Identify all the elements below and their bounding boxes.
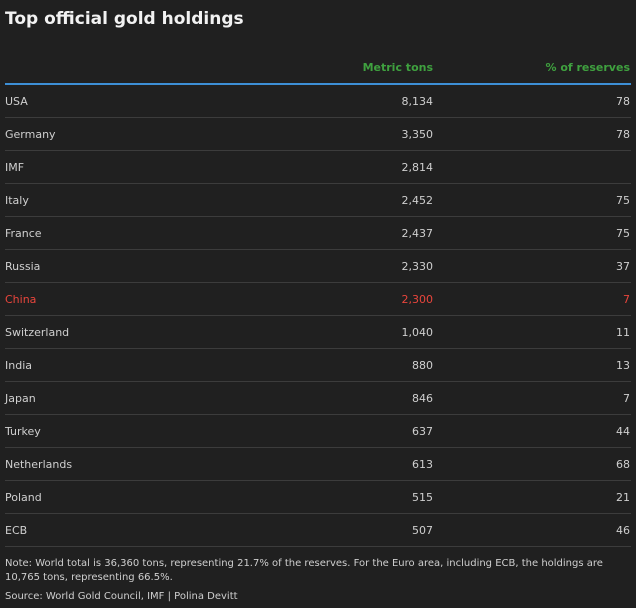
table-row: India 880 13	[5, 349, 631, 382]
value-cell: 2,300	[401, 293, 434, 306]
country-cell: Turkey	[5, 425, 41, 438]
table-row: USA 8,134 78	[5, 85, 631, 118]
value-cell: 8,134	[401, 95, 434, 108]
value-cell: 2,330	[401, 260, 434, 273]
value-cell: 880	[412, 359, 433, 372]
table-row: Poland 515 21	[5, 481, 631, 514]
value-cell: 11	[616, 326, 630, 339]
value-cell: 7	[623, 293, 630, 306]
value-cell: 46	[616, 524, 630, 537]
value-cell: 78	[616, 95, 630, 108]
table-row: Switzerland 1,040 11	[5, 316, 631, 349]
table-row: France 2,437 75	[5, 217, 631, 250]
country-cell: France	[5, 227, 42, 240]
country-cell: Italy	[5, 194, 29, 207]
title: Top official gold holdings	[5, 9, 244, 29]
note: Note: World total is 36,360 tons, repres…	[5, 558, 603, 583]
value-cell: 2,814	[401, 161, 434, 174]
value-cell: 21	[616, 491, 630, 504]
value-cell: 613	[412, 458, 433, 471]
country-cell: India	[5, 359, 32, 372]
country-cell: Netherlands	[5, 458, 73, 471]
source: Source: World Gold Council, IMF | Polina…	[5, 591, 238, 602]
table: Metric tons % of reserves USA 8,134 78 Germ…	[5, 55, 631, 547]
country-cell: Poland	[5, 491, 42, 504]
value-cell: 37	[616, 260, 630, 273]
value-cell: 13	[616, 359, 630, 372]
table-row: Italy 2,452 75	[5, 184, 631, 217]
value-cell: 75	[616, 194, 630, 207]
value-cell: 78	[616, 128, 630, 141]
country-cell: China	[5, 293, 37, 306]
table-header: Metric tons % of reserves	[5, 55, 631, 85]
value-cell: 515	[412, 491, 433, 504]
table-row: ECB 507 46	[5, 514, 631, 547]
table-row: Russia 2,330 37	[5, 250, 631, 283]
value-cell: 44	[616, 425, 630, 438]
column-header: % of reserves	[545, 61, 630, 74]
value-cell: 1,040	[401, 326, 434, 339]
table-row: Japan 846 7	[5, 382, 631, 415]
value-cell: 2,437	[401, 227, 434, 240]
value-cell: 507	[412, 524, 433, 537]
value-cell: 75	[616, 227, 630, 240]
country-cell: Germany	[5, 128, 56, 141]
value-cell: 3,350	[401, 128, 434, 141]
country-cell: Russia	[5, 260, 41, 273]
table-row: IMF 2,814	[5, 151, 631, 184]
value-cell: 846	[412, 392, 433, 405]
value-cell: 68	[616, 458, 630, 471]
country-cell: ECB	[5, 524, 28, 537]
table-row: Netherlands 613 68	[5, 448, 631, 481]
country-cell: Switzerland	[5, 326, 70, 339]
country-cell: USA	[5, 95, 28, 108]
value-cell: 637	[412, 425, 433, 438]
country-cell: IMF	[5, 161, 25, 174]
column-header: Metric tons	[362, 61, 433, 74]
table-row: Germany 3,350 78	[5, 118, 631, 151]
value-cell: 2,452	[401, 194, 434, 207]
value-cell: 7	[623, 392, 630, 405]
table-row: Turkey 637 44	[5, 415, 631, 448]
table-row: China 2,300 7	[5, 283, 631, 316]
country-cell: Japan	[5, 392, 36, 405]
